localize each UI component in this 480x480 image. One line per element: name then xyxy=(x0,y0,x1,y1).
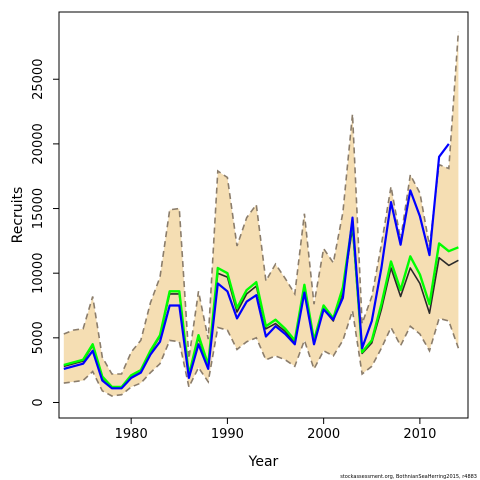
x-tick-label: 2010 xyxy=(403,427,436,442)
y-axis: 0 5000 10000 15000 20000 25000 xyxy=(31,59,59,407)
y-tick-label: 5000 xyxy=(31,321,46,354)
x-tick-label: 1990 xyxy=(211,427,244,442)
plot-frame xyxy=(58,11,469,419)
y-tick-label: 0 xyxy=(31,398,46,406)
y-tick-label: 15000 xyxy=(31,188,46,229)
x-axis-title: Year xyxy=(248,454,279,470)
chart-footnote: stockassessment.org, BothnianSeaHerring2… xyxy=(340,474,477,480)
y-tick-label: 10000 xyxy=(31,253,46,294)
x-tick-label: 2000 xyxy=(307,427,340,442)
y-axis-title: Recruits xyxy=(10,187,26,244)
series-line-alternate xyxy=(63,220,459,389)
confidence-band-lower-bound xyxy=(63,310,460,397)
series-layer xyxy=(63,143,459,390)
series-line-retrospective xyxy=(63,143,450,390)
x-axis: 1980 1990 2000 2010 xyxy=(115,418,436,442)
y-tick-label: 25000 xyxy=(31,59,46,100)
x-tick-label: 1980 xyxy=(115,427,148,442)
confidence-band-upper-bound xyxy=(63,31,460,375)
y-tick-label: 20000 xyxy=(31,123,46,164)
